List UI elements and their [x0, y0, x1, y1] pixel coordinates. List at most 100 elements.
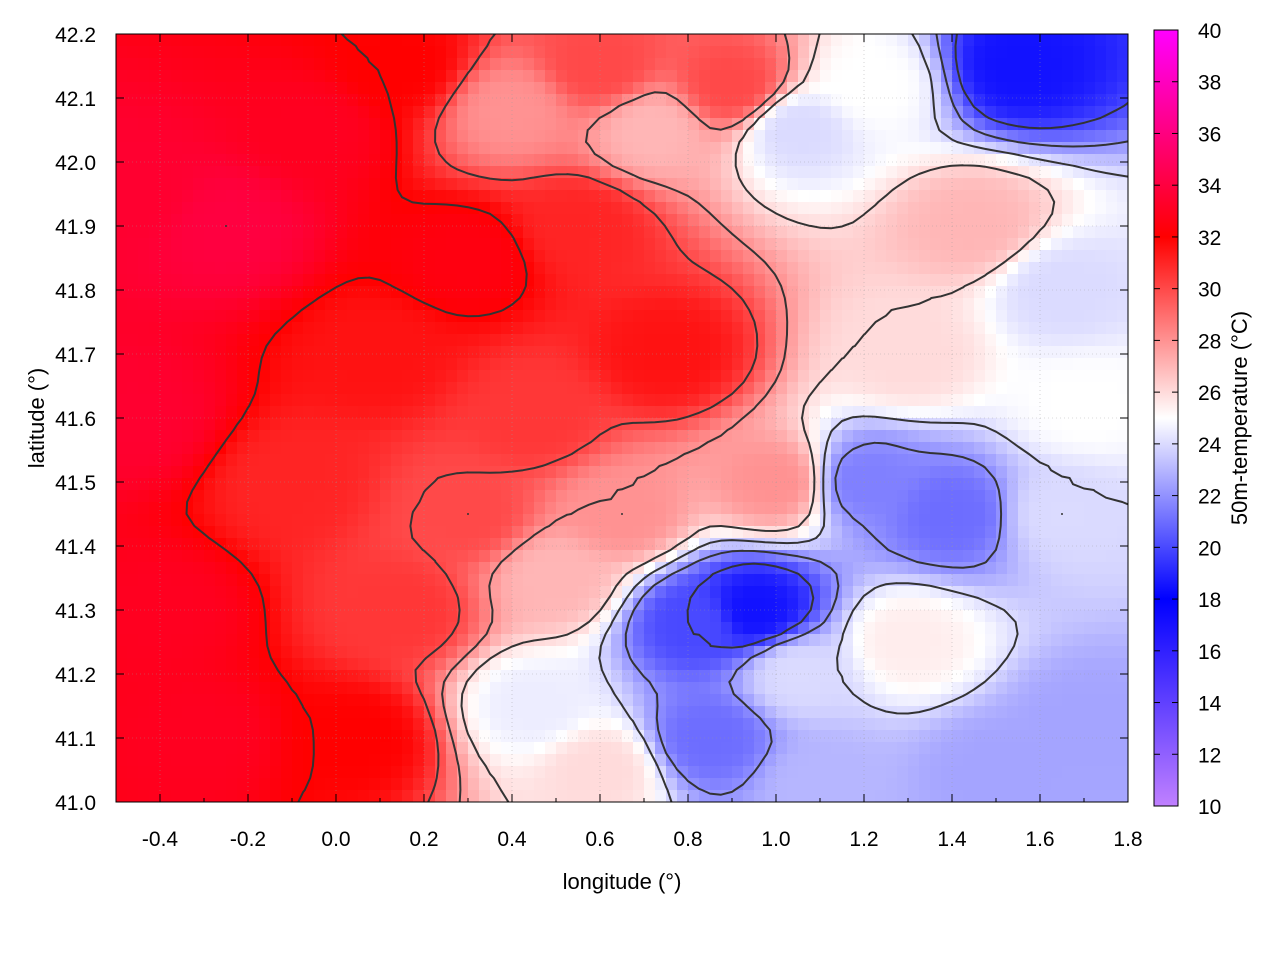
heatmap-cell	[688, 310, 700, 323]
heatmap-cell	[875, 442, 887, 455]
heatmap-cell	[765, 202, 777, 215]
heatmap-cell	[831, 538, 843, 551]
heatmap-cell	[160, 250, 172, 263]
heatmap-cell	[875, 550, 887, 563]
heatmap-cell	[204, 214, 216, 227]
heatmap-cell	[1007, 58, 1019, 71]
heatmap-cell	[556, 454, 568, 467]
heatmap-cell	[446, 154, 458, 167]
heatmap-cell	[160, 34, 172, 47]
heatmap-cell	[589, 442, 601, 455]
heatmap-cell	[556, 202, 568, 215]
heatmap-cell	[864, 190, 876, 203]
heatmap-cell	[776, 442, 788, 455]
heatmap-cell	[1084, 622, 1096, 635]
heatmap-cell	[1040, 70, 1052, 83]
heatmap-cell	[820, 226, 832, 239]
heatmap-cell	[809, 166, 821, 179]
heatmap-cell	[479, 82, 491, 95]
heatmap-cell	[567, 46, 579, 59]
heatmap-cell	[1062, 442, 1074, 455]
heatmap-cell	[611, 382, 623, 395]
heatmap-cell	[545, 610, 557, 623]
heatmap-cell	[875, 562, 887, 575]
heatmap-cell	[1095, 34, 1107, 47]
heatmap-cell	[160, 478, 172, 491]
heatmap-cell	[402, 538, 414, 551]
heatmap-cell	[523, 502, 535, 515]
heatmap-cell	[534, 34, 546, 47]
heatmap-cell	[699, 274, 711, 287]
heatmap-cell	[589, 478, 601, 491]
heatmap-cell	[1029, 670, 1041, 683]
heatmap-cell	[534, 70, 546, 83]
heatmap-cell	[1029, 178, 1041, 191]
heatmap-cell	[732, 226, 744, 239]
heatmap-cell	[215, 466, 227, 479]
heatmap-cell	[303, 562, 315, 575]
heatmap-cell	[149, 538, 161, 551]
heatmap-cell	[743, 418, 755, 431]
heatmap-cell	[1073, 406, 1085, 419]
heatmap-cell	[963, 634, 975, 647]
heatmap-cell	[842, 562, 854, 575]
heatmap-cell	[160, 118, 172, 131]
heatmap-cell	[336, 418, 348, 431]
heatmap-cell	[259, 310, 271, 323]
heatmap-cell	[1007, 310, 1019, 323]
heatmap-cell	[512, 154, 524, 167]
heatmap-cell	[787, 178, 799, 191]
heatmap-cell	[402, 454, 414, 467]
heatmap-cell	[116, 262, 128, 275]
heatmap-cell	[468, 130, 480, 143]
heatmap-cell	[633, 550, 645, 563]
heatmap-cell	[655, 358, 667, 371]
heatmap-cell	[182, 142, 194, 155]
heatmap-cell	[1007, 238, 1019, 251]
heatmap-cell	[908, 166, 920, 179]
heatmap-cell	[380, 94, 392, 107]
heatmap-cell	[633, 358, 645, 371]
heatmap-cell	[1073, 46, 1085, 59]
heatmap-cell	[985, 562, 997, 575]
heatmap-cell	[457, 670, 469, 683]
heatmap-cell	[996, 382, 1008, 395]
heatmap-cell	[1051, 634, 1063, 647]
heatmap-cell	[270, 346, 282, 359]
heatmap-cell	[369, 634, 381, 647]
heatmap-cell	[193, 202, 205, 215]
heatmap-cell	[1018, 34, 1030, 47]
heatmap-cell	[468, 250, 480, 263]
heatmap-cell	[655, 610, 667, 623]
heatmap-cell	[820, 34, 832, 47]
heatmap-cell	[985, 658, 997, 671]
heatmap-cell	[974, 586, 986, 599]
heatmap-cell	[600, 382, 612, 395]
heatmap-cell	[633, 202, 645, 215]
heatmap-cell	[787, 142, 799, 155]
heatmap-cell	[1106, 370, 1118, 383]
heatmap-cell	[1073, 214, 1085, 227]
heatmap-cell	[710, 58, 722, 71]
heatmap-cell	[1073, 238, 1085, 251]
heatmap-cell	[886, 214, 898, 227]
heatmap-cell	[666, 562, 678, 575]
heatmap-cell	[413, 190, 425, 203]
heatmap-cell	[270, 94, 282, 107]
heatmap-cell	[743, 370, 755, 383]
heatmap-cell	[776, 514, 788, 527]
heatmap-cell	[633, 454, 645, 467]
heatmap-cell	[281, 226, 293, 239]
heatmap-cell	[259, 322, 271, 335]
heatmap-cell	[413, 154, 425, 167]
heatmap-cell	[919, 178, 931, 191]
heatmap-cell	[578, 514, 590, 527]
heatmap-cell	[204, 670, 216, 683]
heatmap-cell	[226, 334, 238, 347]
heatmap-cell	[402, 154, 414, 167]
heatmap-cell	[699, 562, 711, 575]
heatmap-cell	[127, 670, 139, 683]
heatmap-cell	[864, 646, 876, 659]
heatmap-cell	[831, 670, 843, 683]
heatmap-cell	[402, 238, 414, 251]
